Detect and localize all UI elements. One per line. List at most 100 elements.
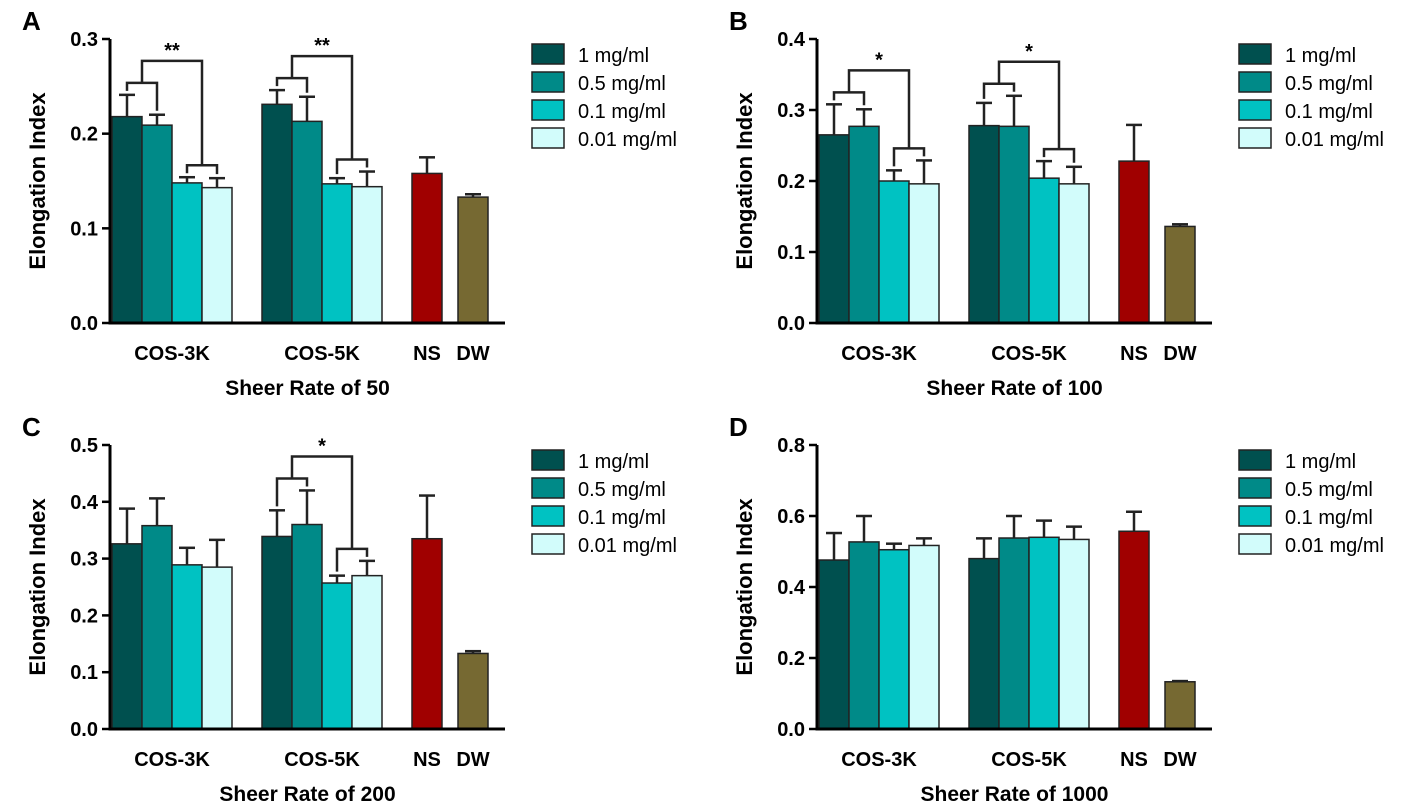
bar-COS-3K-3 [908,544,940,730]
y-tick-label: 0.1 [70,662,98,684]
x-category-label: NS [1120,749,1148,771]
y-tick-label: 0.3 [70,29,98,51]
bar-COS-5K-0 [261,103,293,324]
bar-COS-3K-2 [171,182,203,324]
bar-COS-3K-0 [111,115,143,324]
legend-swatch [1238,505,1272,527]
x-category-label: COS-3K [134,749,210,771]
legend-swatch [1238,477,1272,499]
legend-swatch [1238,449,1272,471]
legend-label: 0.1 mg/ml [578,507,666,529]
x-category-label: COS-5K [284,343,360,365]
bar-NS-0 [1118,530,1150,730]
y-tick-label: 0.2 [777,648,805,670]
x-category-label: DW [456,343,489,365]
y-tick-label: 0.0 [70,313,98,335]
y-tick-label: 0.2 [70,124,98,146]
bar-COS-3K-1 [141,124,173,324]
bar-COS-5K-2 [1028,536,1060,730]
legend-label: 0.1 mg/ml [578,101,666,123]
legend-swatch [531,43,565,65]
legend-label: 0.1 mg/ml [1285,101,1373,123]
y-tick-label: 0.0 [777,719,805,741]
bar-COS-3K-0 [818,134,850,324]
legend-label: 1 mg/ml [1285,451,1356,473]
significance-bracket [290,54,354,160]
bar-COS-3K-1 [141,524,173,730]
chart-panel-C: C 0.0 0.1 0.2 0.3 0.4 0.5 Elongation Index COS-3… [22,412,677,803]
bar-COS-5K-3 [1058,538,1090,730]
legend-swatch [1238,43,1272,65]
y-tick-label: 0.0 [777,313,805,335]
y-tick-label: 0.2 [70,605,98,627]
significance-label: * [1025,41,1033,63]
y-tick-label: 0.1 [70,218,98,240]
y-tick-label: 0.8 [777,435,805,457]
bar-COS-5K-1 [291,120,323,324]
x-axis-label: Sheer Rate of 50 [225,377,390,400]
panel-label: A [22,6,41,36]
panel-label: D [729,412,748,442]
x-category-label: COS-3K [134,343,210,365]
bar-COS-3K-3 [201,186,233,324]
legend-swatch [531,533,565,555]
y-tick-label: 0.4 [70,492,99,514]
bar-COS-5K-1 [998,125,1030,324]
bar-COS-5K-1 [291,523,323,730]
legend-label: 1 mg/ml [578,45,649,67]
bar-COS-5K-2 [321,183,353,324]
y-tick-label: 0.3 [777,100,805,122]
y-tick-label: 0.5 [70,435,98,457]
x-category-label: COS-3K [841,343,917,365]
y-tick-label: 0.0 [70,719,98,741]
chart-panel-B: B 0.0 0.1 0.2 0.3 0.4 Elongation Index COS-3K * C… [729,6,1384,400]
legend-label: 0.01 mg/ml [578,535,677,557]
significance-label: ** [314,35,330,57]
legend-label: 0.01 mg/ml [1285,129,1384,151]
legend-swatch [531,505,565,527]
significance-bracket [892,147,926,167]
bar-COS-3K-2 [878,548,910,730]
significance-bracket [125,81,159,111]
legend-label: 0.5 mg/ml [578,73,666,95]
bar-DW-0 [1164,225,1196,324]
chart-panel-D: D 0.0 0.2 0.4 0.6 0.8 Elongation Index COS-3K CO… [729,412,1384,803]
significance-bracket [140,59,204,166]
significance-bracket [275,477,309,507]
bar-COS-5K-2 [1028,177,1060,324]
x-category-label: NS [413,749,441,771]
legend-label: 0.5 mg/ml [578,479,666,501]
bar-COS-5K-0 [261,535,293,730]
bar-COS-5K-3 [351,185,383,324]
x-category-label: NS [413,343,441,365]
bar-COS-5K-0 [968,124,1000,324]
bar-NS-0 [411,172,443,324]
bar-DW-0 [457,652,489,730]
significance-label: * [318,435,326,457]
y-axis-label: Elongation Index [732,92,757,270]
x-category-label: DW [1163,749,1196,771]
chart-panel-A: A 0.0 0.1 0.2 0.3 Elongation Index COS-3K ** COS… [22,6,677,400]
x-axis-label: Sheer Rate of 100 [926,377,1102,400]
y-tick-label: 0.1 [777,242,805,264]
bar-COS-5K-2 [321,582,353,730]
bar-COS-3K-0 [818,559,850,730]
legend-swatch [531,477,565,499]
legend-swatch [531,99,565,121]
bar-COS-3K-0 [111,543,143,730]
significance-bracket [997,60,1061,150]
x-axis-label: Sheer Rate of 200 [219,783,395,803]
bar-COS-3K-1 [848,125,880,324]
legend-label: 0.5 mg/ml [1285,73,1373,95]
bar-COS-5K-0 [968,557,1000,730]
x-category-label: COS-5K [284,749,360,771]
significance-label: * [875,49,883,71]
significance-bracket [335,547,369,572]
x-category-label: DW [456,749,489,771]
significance-bracket [290,455,354,549]
y-axis-label: Elongation Index [732,498,757,676]
legend-label: 1 mg/ml [1285,45,1356,67]
y-axis-label: Elongation Index [25,498,50,676]
bar-COS-3K-3 [201,566,233,730]
